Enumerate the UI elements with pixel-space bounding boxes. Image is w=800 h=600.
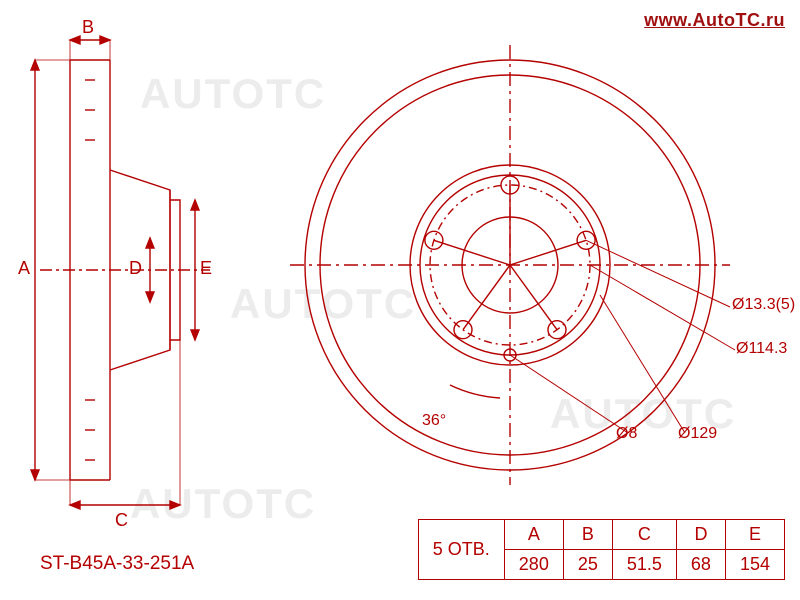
val-E: 154 — [725, 550, 784, 580]
val-A: 280 — [504, 550, 563, 580]
val-B: 25 — [563, 550, 612, 580]
callout-bolt: Ø13.3(5) — [732, 296, 795, 314]
angle-label: 36° — [422, 412, 446, 430]
callout-pin: Ø8 — [616, 425, 637, 443]
dim-label-E: E — [200, 258, 212, 279]
spec-table: 5 ОТВ. A B C D E 280 25 51.5 68 154 — [418, 519, 785, 580]
col-A: A — [504, 520, 563, 550]
callout-hub: Ø129 — [678, 425, 717, 443]
col-D: D — [676, 520, 725, 550]
dim-label-C: C — [115, 510, 128, 531]
callout-pcd: Ø114.3 — [736, 340, 787, 358]
val-D: 68 — [676, 550, 725, 580]
col-C: C — [612, 520, 676, 550]
dim-label-D: D — [129, 258, 142, 279]
dim-label-A: A — [18, 258, 30, 279]
table-header-holes: 5 ОТВ. — [418, 520, 504, 580]
col-B: B — [563, 520, 612, 550]
col-E: E — [725, 520, 784, 550]
dim-label-B: B — [82, 17, 94, 38]
part-number: ST-B45A-33-251A — [40, 553, 194, 575]
val-C: 51.5 — [612, 550, 676, 580]
